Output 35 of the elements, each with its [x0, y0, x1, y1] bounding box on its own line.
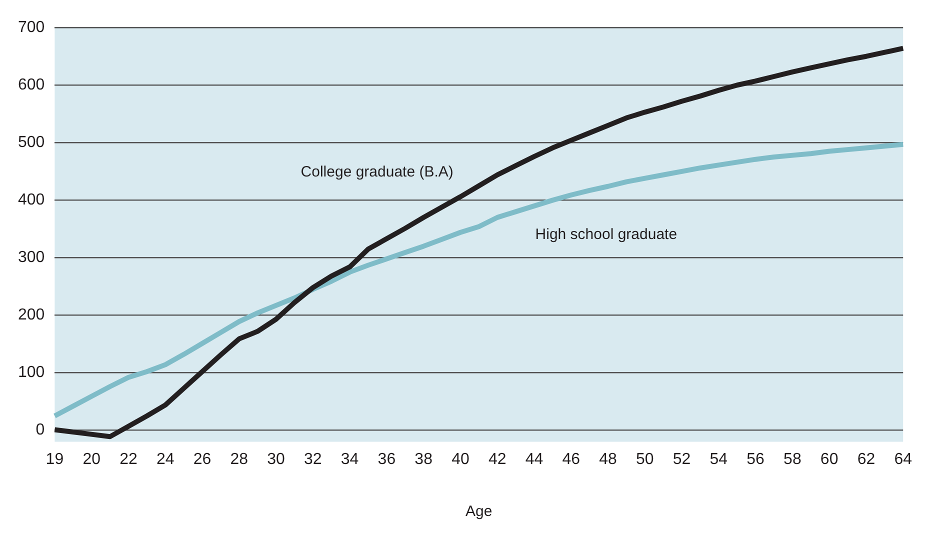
x-tick-label: 64 — [894, 450, 912, 468]
y-tick-label: 0 — [36, 422, 45, 439]
x-tick-label: 26 — [193, 450, 212, 468]
y-tick-label: 400 — [18, 192, 45, 209]
x-tick-label: 60 — [820, 450, 838, 468]
y-tick-label: 200 — [18, 306, 45, 324]
x-tick-label: 22 — [120, 450, 138, 468]
x-tick-label: 32 — [304, 450, 322, 468]
x-tick-label: 30 — [267, 450, 286, 468]
x-tick-label: 58 — [784, 450, 802, 468]
x-tick-label: 54 — [710, 450, 728, 468]
x-tick-label: 20 — [82, 450, 101, 468]
x-axis-title: Age — [466, 503, 492, 520]
x-tick-label: 44 — [525, 450, 544, 468]
x-tick-label: 19 — [46, 450, 64, 468]
x-tick-label: 42 — [488, 450, 506, 468]
y-tick-label: 600 — [18, 76, 45, 94]
y-tick-label: 700 — [18, 19, 45, 36]
x-tick-label: 24 — [156, 450, 174, 468]
series-label: College graduate (B.A) — [300, 164, 454, 181]
x-tick-label: 36 — [378, 450, 396, 468]
x-tick-label: 38 — [414, 450, 433, 468]
x-tick-label: 28 — [230, 450, 248, 468]
y-tick-label: 500 — [18, 134, 45, 152]
x-tick-label: 52 — [672, 450, 691, 468]
x-tick-label: 40 — [452, 450, 470, 468]
x-tick-label: 50 — [636, 450, 654, 468]
x-tick-label: 48 — [599, 450, 618, 468]
x-tick-label: 34 — [340, 450, 359, 468]
y-tick-label: 100 — [18, 364, 45, 382]
x-tick-label: 62 — [857, 450, 876, 468]
x-tick-label: 46 — [562, 450, 580, 468]
y-tick-label: 300 — [18, 249, 45, 266]
x-tick-label: 56 — [746, 450, 765, 468]
series-label: High school graduate — [535, 226, 678, 243]
